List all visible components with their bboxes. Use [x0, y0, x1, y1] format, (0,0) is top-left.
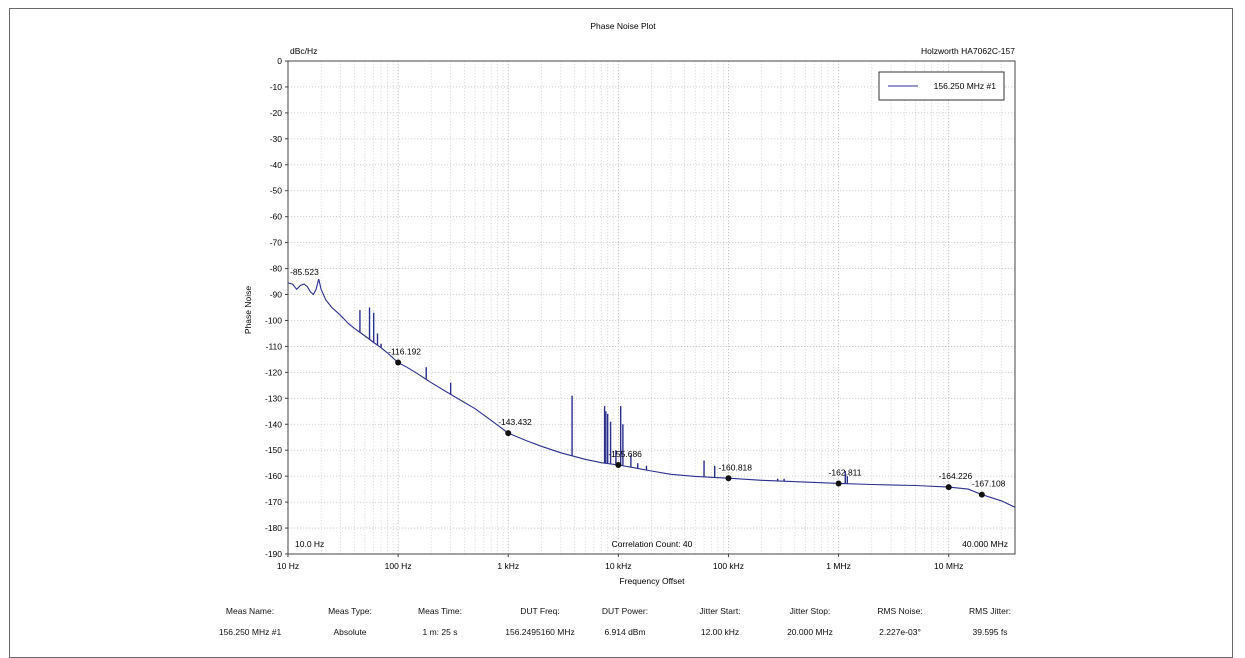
y-tick-label: -150: [265, 445, 282, 455]
y-tick-label: -140: [265, 419, 282, 429]
summary-value: 39.595 fs: [935, 627, 1045, 637]
marker-dot: [836, 480, 842, 486]
marker-dot: [979, 492, 985, 498]
marker-dot: [946, 484, 952, 490]
x-tick-label: 10 MHz: [934, 561, 963, 571]
summary-header: Meas Name:: [195, 606, 305, 616]
y-tick-label: -10: [270, 82, 283, 92]
summary-header: RMS Jitter:: [935, 606, 1045, 616]
summary-header: Meas Time:: [385, 606, 495, 616]
range-stop-label: 40.000 MHz: [962, 539, 1008, 549]
y-tick-label: -80: [270, 264, 283, 274]
marker-layer: -85.523 -116.192 -143.432 -155.686 -160.818 -…: [290, 267, 1006, 498]
y-axis-label: Phase Noise: [243, 286, 253, 334]
y-tick-label: -20: [270, 108, 283, 118]
summary-value: 156.250 MHz #1: [195, 627, 305, 637]
x-tick-label: 1 kHz: [497, 561, 519, 571]
marker-label: -155.686: [608, 449, 642, 459]
y-tick-label: -90: [270, 290, 283, 300]
y-tick-label: -170: [265, 497, 282, 507]
y-tick-label: -180: [265, 523, 282, 533]
marker-label: -116.192: [388, 346, 421, 356]
marker-dot: [615, 462, 621, 468]
y-tick-label: -70: [270, 238, 283, 248]
summary-value: 1 m: 25 s: [385, 627, 495, 637]
x-tick-label: 10 Hz: [277, 561, 299, 571]
marker-label: -85.523: [290, 267, 319, 277]
x-axis-label: Frequency Offset: [619, 576, 685, 586]
y-tick-label: -30: [270, 134, 283, 144]
marker-dot: [505, 430, 511, 436]
marker-label: -164.226: [939, 471, 973, 481]
instrument-label: Holzworth HA7062C-157: [921, 46, 1015, 56]
y-tick-label: -50: [270, 186, 283, 196]
correlation-label: Correlation Count: 40: [612, 539, 693, 549]
marker-label: -160.818: [718, 462, 752, 472]
y-unit-label: dBc/Hz: [290, 46, 317, 56]
marker-dot: [725, 475, 731, 481]
x-tick-label: 1 MHz: [826, 561, 851, 571]
chart-title: Phase Noise Plot: [590, 21, 656, 31]
y-tick-label: -110: [266, 341, 283, 351]
y-tick-label: -190: [265, 549, 282, 559]
y-tick-label: -120: [265, 367, 282, 377]
y-tick-label: -160: [265, 471, 282, 481]
summary-header-row: Meas Name: Meas Type: Meas Time: DUT Freq: D…: [225, 606, 1045, 620]
marker-dot: [395, 359, 401, 365]
summary-value-row: 156.250 MHz #1 Absolute 1 m: 25 s 156.24951…: [225, 627, 1045, 641]
x-tick-label: 100 Hz: [385, 561, 412, 571]
y-tick-label: -100: [265, 315, 282, 325]
y-tick-label: 0: [277, 56, 282, 66]
x-tick-label: 100 kHz: [713, 561, 744, 571]
summary-value: 6.914 dBm: [570, 627, 680, 637]
y-tick-label: -60: [270, 212, 283, 222]
range-start-label: 10.0 Hz: [295, 539, 324, 549]
marker-label: -167.108: [972, 479, 1006, 489]
x-tick-label: 10 kHz: [605, 561, 631, 571]
legend: 156.250 MHz #1: [879, 72, 1004, 100]
legend-label: 156.250 MHz #1: [934, 81, 997, 91]
phase-noise-chart: Phase Noise Plot Holzworth HA7062C-157 d…: [0, 0, 1245, 606]
summary-header: DUT Power:: [570, 606, 680, 616]
marker-label: -143.432: [498, 417, 532, 427]
y-tick-label: -40: [270, 160, 283, 170]
grid: [288, 61, 1015, 554]
y-tick-label: -130: [265, 393, 282, 403]
marker-label: -162.811: [829, 467, 862, 477]
